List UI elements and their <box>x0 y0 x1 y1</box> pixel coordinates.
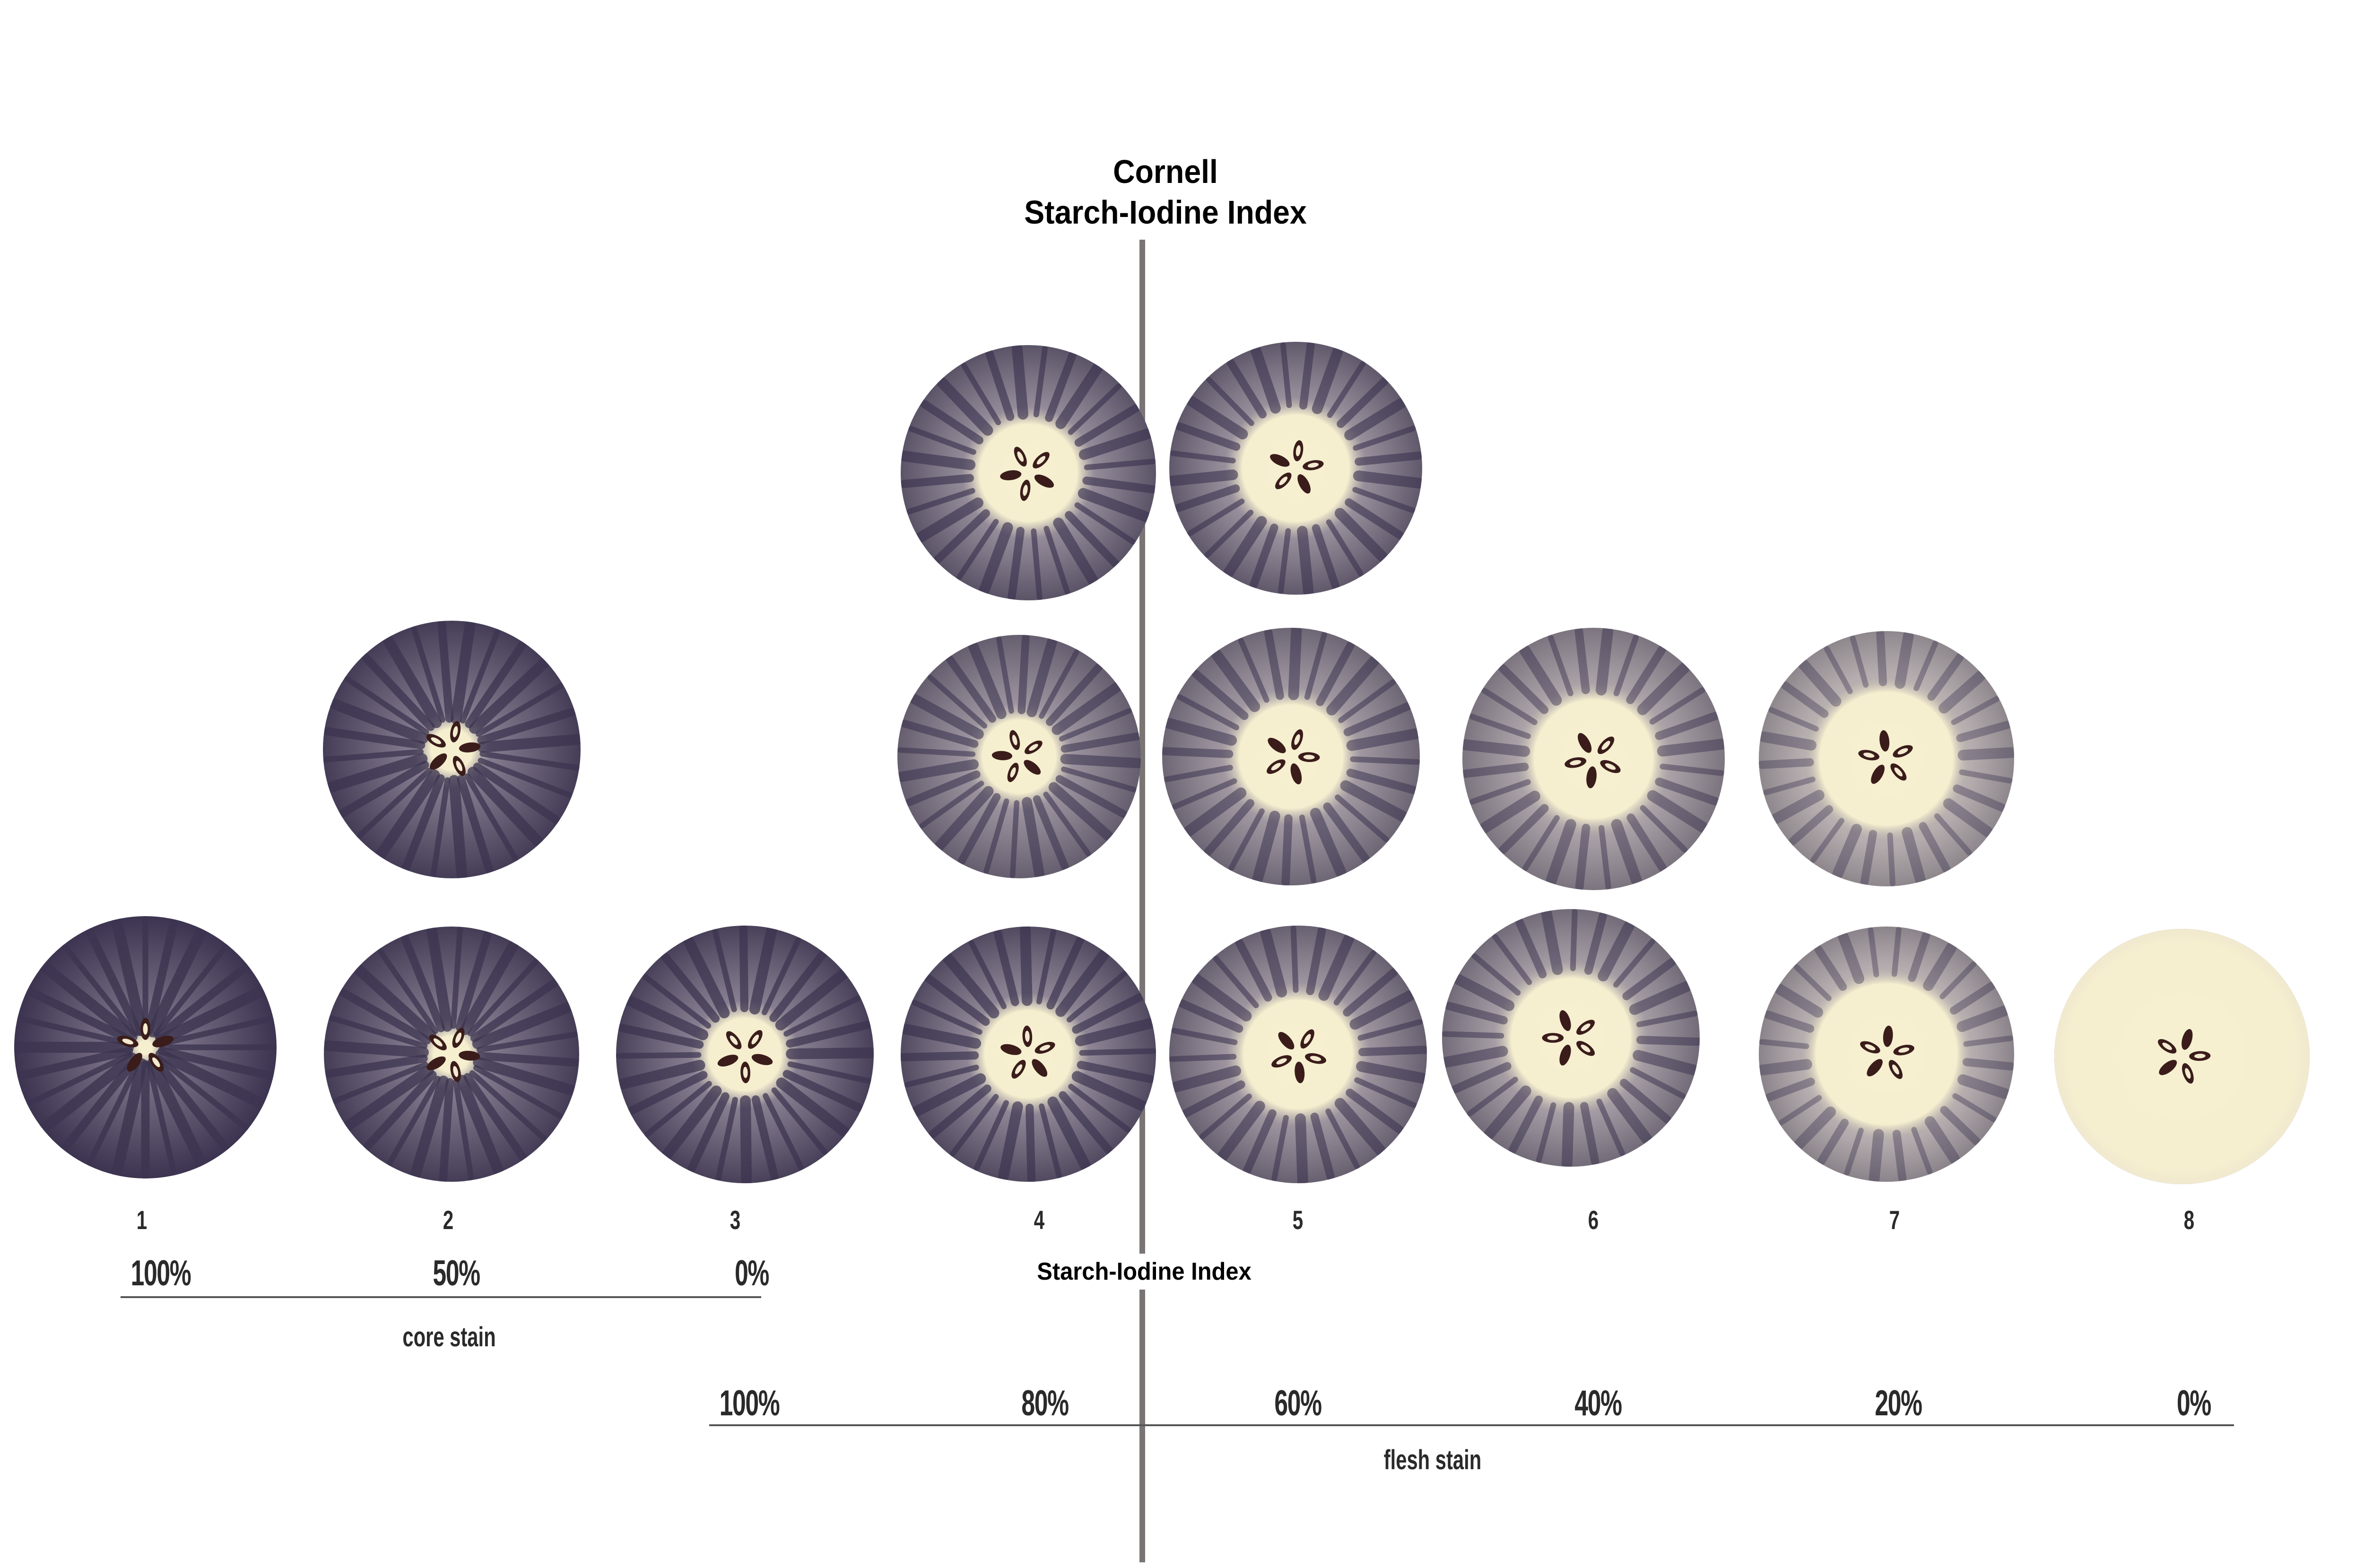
apple-slice-index-2 <box>322 620 581 878</box>
flesh-stain-value: 80% <box>1021 1383 1069 1423</box>
index-number-6: 6 <box>1588 1205 1599 1235</box>
index-number-8: 8 <box>2183 1205 2195 1235</box>
apple-slice-index-3 <box>616 925 874 1183</box>
core-stain-caption: core stain <box>402 1322 496 1352</box>
index-number-4: 4 <box>1034 1205 1045 1235</box>
title-line-2: Starch-Iodine Index <box>1024 194 1307 231</box>
apple-slice-index-6 <box>1442 909 1700 1167</box>
flesh-stain-rule <box>709 1424 2234 1426</box>
apple-slice-graphic <box>616 925 874 1183</box>
apple-slice-index-4 <box>901 927 1156 1182</box>
apple-slice-graphic <box>2054 929 2310 1184</box>
apple-slice-index-2 <box>324 927 579 1182</box>
core-stain-rule <box>121 1296 761 1298</box>
apple-slice-index-5 <box>1169 925 1427 1183</box>
apple-slice-graphic <box>1462 627 1725 890</box>
flesh-stain-value: 100% <box>719 1383 780 1423</box>
apple-slice-index-4 <box>901 345 1156 600</box>
apple-slice-graphic <box>1162 627 1420 885</box>
flesh-stain-value: 40% <box>1574 1383 1622 1423</box>
apple-slice-graphic <box>14 916 277 1178</box>
apple-slice-index-6 <box>1462 627 1725 890</box>
apple-slice-index-4 <box>897 634 1141 878</box>
apple-slice-graphic <box>897 634 1141 878</box>
apple-slice-index-8 <box>2054 929 2310 1184</box>
starch-iodine-index-label: Starch-Iodine Index <box>1015 1254 1273 1290</box>
apple-slice-graphic <box>324 927 579 1182</box>
apple-slice-graphic <box>1169 341 1422 595</box>
apple-slice-graphic <box>901 345 1156 600</box>
title-line-1: Cornell <box>1113 153 1218 190</box>
index-number-5: 5 <box>1292 1205 1304 1235</box>
apple-slice-index-7 <box>1759 927 2014 1182</box>
apple-slice-index-7 <box>1759 631 2014 886</box>
core-stain-value: 50% <box>433 1253 480 1293</box>
core-stain-value: 100% <box>130 1253 191 1293</box>
flesh-stain-value: 20% <box>1875 1383 1922 1423</box>
flesh-stain-value: 60% <box>1274 1383 1322 1423</box>
apple-slice-index-1 <box>14 916 277 1178</box>
apple-slice-graphic <box>1759 631 2014 886</box>
apple-slice-graphic <box>901 927 1156 1182</box>
apple-slice-graphic <box>1759 927 2014 1182</box>
index-number-7: 7 <box>1889 1205 1900 1235</box>
chart-title: Cornell Starch-Iodine Index <box>924 151 1407 233</box>
apple-slice-index-5 <box>1162 627 1420 885</box>
apple-slice-graphic <box>322 620 581 878</box>
flesh-stain-value: 0% <box>2177 1383 2211 1423</box>
apple-slice-graphic <box>1442 909 1700 1167</box>
core-stain-value: 0% <box>735 1253 769 1293</box>
index-number-1: 1 <box>136 1205 148 1235</box>
apple-slice-graphic <box>1169 925 1427 1183</box>
flesh-stain-caption: flesh stain <box>1383 1445 1482 1475</box>
apple-slice-index-5 <box>1169 341 1422 595</box>
index-number-3: 3 <box>730 1205 741 1235</box>
index-number-2: 2 <box>443 1205 454 1235</box>
